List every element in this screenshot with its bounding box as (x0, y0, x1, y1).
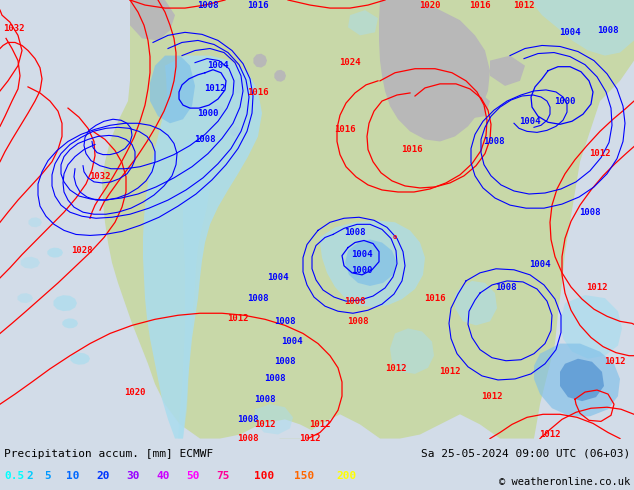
Text: 1008: 1008 (344, 296, 366, 306)
Text: 5: 5 (44, 471, 51, 481)
Polygon shape (254, 54, 267, 68)
Text: 1028: 1028 (71, 246, 93, 255)
Text: 1012: 1012 (481, 392, 503, 401)
Text: 1008: 1008 (495, 284, 517, 293)
Text: 0.5: 0.5 (4, 471, 24, 481)
Text: 1008: 1008 (254, 394, 276, 404)
Text: 1004: 1004 (207, 61, 229, 70)
Polygon shape (320, 220, 425, 307)
Polygon shape (255, 404, 293, 435)
Polygon shape (48, 247, 63, 258)
Polygon shape (455, 281, 497, 325)
Text: 1008: 1008 (237, 415, 259, 424)
Text: 10: 10 (66, 471, 79, 481)
Text: 1008: 1008 (194, 135, 216, 144)
Text: 1012: 1012 (604, 357, 626, 366)
Text: 1004: 1004 (268, 273, 288, 282)
Polygon shape (130, 0, 175, 40)
Text: 1008: 1008 (197, 0, 219, 9)
Text: 1008: 1008 (579, 208, 601, 217)
Polygon shape (20, 257, 40, 269)
Text: 75: 75 (216, 471, 230, 481)
Text: 1004: 1004 (519, 117, 541, 126)
Polygon shape (240, 419, 340, 439)
Text: 1020: 1020 (419, 0, 441, 9)
Text: 1012: 1012 (299, 434, 321, 443)
Text: o: o (393, 234, 397, 241)
Text: Precipitation accum. [mm] ECMWF: Precipitation accum. [mm] ECMWF (4, 449, 213, 459)
Text: 1012: 1012 (227, 314, 249, 323)
Text: 1008: 1008 (344, 228, 366, 237)
Polygon shape (230, 126, 240, 136)
Text: 1032: 1032 (89, 172, 111, 181)
Polygon shape (233, 78, 248, 94)
Text: 1004: 1004 (351, 250, 373, 259)
Text: 1008: 1008 (347, 317, 369, 326)
Text: 1012: 1012 (439, 368, 461, 376)
Polygon shape (452, 89, 490, 119)
Text: 1004: 1004 (529, 260, 551, 269)
Text: 1016: 1016 (247, 0, 269, 9)
Text: 1004: 1004 (559, 28, 581, 37)
Text: 150: 150 (294, 471, 314, 481)
Polygon shape (212, 105, 224, 117)
Polygon shape (70, 353, 90, 365)
Polygon shape (379, 0, 490, 142)
Text: 100: 100 (254, 471, 275, 481)
Text: Sa 25-05-2024 09:00 UTC (06+03): Sa 25-05-2024 09:00 UTC (06+03) (421, 449, 630, 459)
Text: 1000: 1000 (554, 97, 576, 105)
Polygon shape (62, 318, 78, 328)
Text: 1012: 1012 (540, 430, 560, 439)
Text: 1008: 1008 (247, 294, 269, 303)
Text: 1012: 1012 (309, 420, 331, 429)
Text: 20: 20 (96, 471, 110, 481)
Polygon shape (348, 10, 378, 35)
Text: 1000: 1000 (197, 109, 219, 118)
Text: © weatheronline.co.uk: © weatheronline.co.uk (499, 477, 630, 487)
Polygon shape (390, 328, 434, 374)
Polygon shape (275, 70, 286, 82)
Text: 1008: 1008 (275, 317, 295, 326)
Text: 1012: 1012 (254, 420, 276, 429)
Polygon shape (18, 293, 33, 303)
Text: 1008: 1008 (237, 434, 259, 443)
Text: 1020: 1020 (124, 388, 146, 396)
Text: 1008: 1008 (597, 26, 619, 35)
Text: 1024: 1024 (339, 58, 361, 67)
Polygon shape (178, 136, 210, 439)
Text: 50: 50 (186, 471, 200, 481)
Text: 1012: 1012 (385, 365, 407, 373)
Polygon shape (534, 343, 620, 416)
Text: 1016: 1016 (334, 125, 356, 134)
Text: 1016: 1016 (469, 0, 491, 9)
Polygon shape (560, 295, 622, 359)
Text: 1012: 1012 (514, 0, 534, 9)
Polygon shape (143, 55, 262, 439)
Text: 1008: 1008 (275, 357, 295, 366)
Text: 1000: 1000 (351, 266, 373, 275)
Text: 200: 200 (336, 471, 356, 481)
Text: 1016: 1016 (424, 294, 446, 303)
Polygon shape (345, 240, 397, 286)
Text: 1012: 1012 (586, 284, 608, 293)
Text: 1016: 1016 (247, 89, 269, 98)
Text: 1012: 1012 (589, 149, 611, 158)
Polygon shape (490, 55, 525, 86)
Text: 1004: 1004 (281, 337, 303, 346)
Polygon shape (530, 0, 634, 55)
Text: 30: 30 (126, 471, 139, 481)
Polygon shape (102, 0, 634, 439)
Text: 1008: 1008 (483, 137, 505, 146)
Text: 2: 2 (26, 471, 33, 481)
Polygon shape (29, 218, 42, 227)
Text: 1008: 1008 (264, 374, 286, 384)
Polygon shape (150, 55, 195, 123)
Text: 1016: 1016 (401, 145, 423, 154)
Text: 1032: 1032 (3, 24, 25, 33)
Polygon shape (560, 359, 604, 401)
Polygon shape (53, 295, 77, 311)
Text: 1012: 1012 (204, 84, 226, 94)
Text: 40: 40 (156, 471, 169, 481)
